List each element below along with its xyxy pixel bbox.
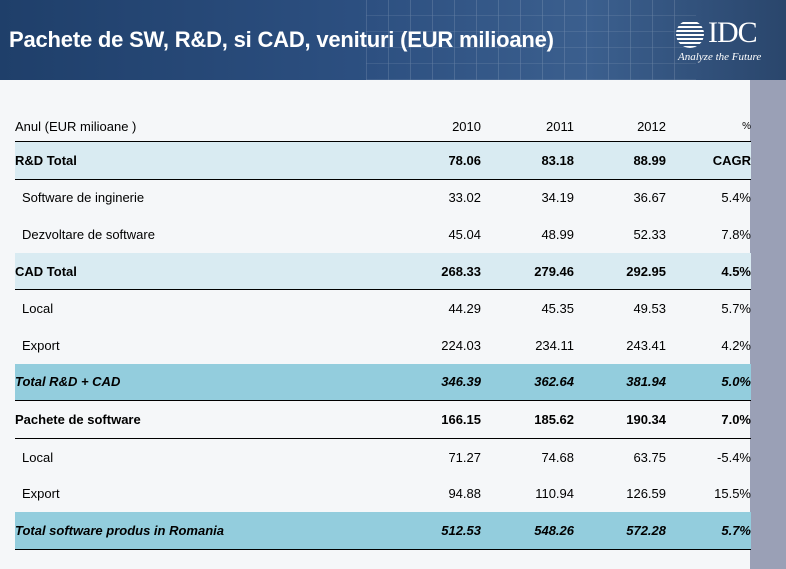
cell-2012: 63.75 — [633, 449, 666, 465]
cell-2012: 381.94 — [626, 374, 666, 390]
table-row: CAD Total 268.33 279.46 292.95 4.5% — [15, 252, 751, 291]
cell-percent: -5.4% — [717, 449, 751, 465]
cell-2011: 83.18 — [541, 152, 574, 168]
row-label: CAD Total — [15, 263, 77, 279]
cell-2012: 243.41 — [626, 337, 666, 353]
table-row: Dezvoltare de software 45.04 48.99 52.33… — [15, 216, 751, 253]
cell-2011: 234.11 — [535, 337, 574, 353]
cell-2010: 512.53 — [441, 522, 481, 538]
row-label: Export — [22, 486, 60, 502]
table-row: Local 44.29 45.35 49.53 5.7% — [15, 290, 751, 327]
table-row: Export 94.88 110.94 126.59 15.5% — [15, 475, 751, 512]
cell-2011: 48.99 — [541, 226, 574, 242]
cell-2010: 268.33 — [441, 263, 481, 279]
table-row: Local 71.27 74.68 63.75 -5.4% — [15, 439, 751, 476]
cell-percent: 7.8% — [721, 226, 751, 242]
cell-2011: 185.62 — [534, 411, 574, 427]
cell-2011: 279.46 — [534, 263, 574, 279]
row-label: Dezvoltare de software — [22, 226, 155, 242]
row-label: Local — [22, 449, 54, 465]
row-label: Pachete de software — [15, 411, 141, 427]
cell-2010: 94.88 — [448, 486, 481, 502]
slide-title: Pachete de SW, R&D, si CAD, venituri (EU… — [9, 27, 554, 52]
revenue-table: Anul (EUR milioane ) 2010 2011 2012 % R&… — [15, 112, 751, 550]
right-sidebar-bar — [750, 80, 786, 569]
cell-2012: 190.34 — [626, 411, 666, 427]
cell-2012: 126.59 — [626, 486, 666, 502]
cell-percent: 4.5% — [721, 263, 751, 279]
row-label: Software de inginerie — [22, 190, 145, 206]
table-row: Software de inginerie 33.02 34.19 36.67 … — [15, 180, 751, 217]
logo-brand: IDC — [708, 16, 758, 49]
row-label: Export — [22, 337, 60, 353]
cell-2010: 346.39 — [441, 374, 481, 390]
header-percent: % — [742, 121, 751, 132]
cell-2010: 224.03 — [441, 337, 481, 353]
cell-2011: 362.64 — [534, 374, 574, 390]
cell-2010: 44.29 — [448, 301, 481, 317]
cell-percent: CAGR — [712, 152, 751, 168]
cell-2010: 45.04 — [448, 226, 481, 242]
cell-percent: 5.7% — [721, 522, 751, 538]
idc-globe-icon — [676, 20, 704, 48]
table-row: Export 224.03 234.11 243.41 4.2% — [15, 327, 751, 364]
cell-2010: 78.06 — [448, 152, 481, 168]
cell-2011: 45.35 — [541, 301, 574, 317]
cell-2010: 33.02 — [448, 190, 481, 206]
table-row-total: Total R&D + CAD 346.39 362.64 381.94 5.0… — [15, 363, 751, 402]
row-label: Total software produs in Romania — [15, 522, 224, 538]
cell-2011: 34.19 — [541, 190, 574, 206]
cell-2012: 88.99 — [633, 152, 666, 168]
cell-2012: 49.53 — [633, 301, 666, 317]
header-2011: 2011 — [546, 119, 574, 134]
cell-2012: 292.95 — [626, 263, 666, 279]
header-label: Anul (EUR milioane ) — [15, 119, 137, 134]
cell-percent: 5.4% — [721, 190, 751, 206]
table-header-row: Anul (EUR milioane ) 2010 2011 2012 % — [15, 112, 751, 142]
cell-2012: 52.33 — [633, 226, 666, 242]
table-row: Pachete de software 166.15 185.62 190.34… — [15, 401, 751, 439]
cell-percent: 15.5% — [714, 486, 751, 502]
cell-2010: 166.15 — [441, 411, 481, 427]
cell-2011: 548.26 — [534, 522, 574, 538]
cell-percent: 7.0% — [721, 411, 751, 427]
row-label: Local — [22, 301, 54, 317]
cell-2012: 36.67 — [633, 190, 666, 206]
header-2012: 2012 — [637, 119, 666, 134]
header-2010: 2010 — [452, 119, 481, 134]
table-row: R&D Total 78.06 83.18 88.99 CAGR — [15, 142, 751, 180]
logo-tagline: Analyze the Future — [678, 51, 762, 63]
row-label: Total R&D + CAD — [15, 374, 121, 390]
cell-2011: 74.68 — [541, 449, 574, 465]
cell-percent: 5.0% — [721, 374, 751, 390]
row-label: R&D Total — [15, 152, 77, 168]
header-background-graphic — [366, 0, 696, 80]
cell-percent: 5.7% — [721, 301, 751, 317]
idc-logo: IDC Analyze the Future — [676, 16, 776, 66]
cell-2012: 572.28 — [626, 522, 666, 538]
cell-percent: 4.2% — [721, 337, 751, 353]
cell-2011: 110.94 — [535, 486, 574, 502]
cell-2010: 71.27 — [448, 449, 481, 465]
table-row-grand-total: Total software produs in Romania 512.53 … — [15, 511, 751, 550]
title-bar: Pachete de SW, R&D, si CAD, venituri (EU… — [0, 0, 786, 80]
